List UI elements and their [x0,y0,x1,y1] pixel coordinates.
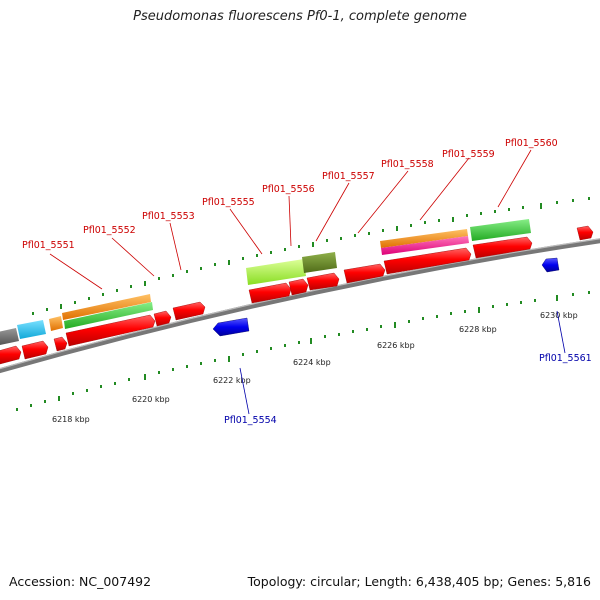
accession-text: Accession: NC_007492 [9,574,152,589]
feature-gray[interactable] [0,328,19,345]
scale-label-6224: 6224 kbp [293,358,331,367]
feature-lime[interactable] [246,259,306,285]
gene-label-pfl01-5554[interactable]: Pfl01_5554 [224,415,277,426]
gene-label-pfl01-5560[interactable]: Pfl01_5560 [505,138,558,149]
cds-arrow[interactable] [576,225,594,241]
cds-arrow[interactable] [153,310,172,327]
reverse-cds-track [212,257,560,337]
upper-tick-row [32,197,590,315]
cds-arrow[interactable] [288,278,309,296]
feature-magenta[interactable] [381,236,469,255]
cds-arrow[interactable] [472,236,533,259]
genome-title: Pseudomonas fluorescens Pf0-1, complete … [133,9,467,24]
feature-orange-2[interactable] [380,229,468,248]
gene-label-pfl01-5561[interactable]: Pfl01_5561 [539,353,592,364]
scale-label-6226: 6226 kbp [377,341,415,350]
gene-label-pfl01-5553[interactable]: Pfl01_5553 [142,211,195,222]
genome-backbone [0,238,600,374]
topology-text: Topology: circular; Length: 6,438,405 bp… [247,574,591,589]
scale-labels: 6218 kbp 6220 kbp 6222 kbp 6224 kbp 6226… [52,311,578,424]
feature-olive[interactable] [302,252,337,273]
reverse-gene-labels: Pfl01_5554 Pfl01_5561 [224,353,592,426]
cds-arrow[interactable] [21,340,49,360]
feature-orange-1[interactable] [62,294,151,320]
feature-cyan[interactable] [17,320,46,339]
cds-arrow[interactable] [172,301,206,321]
feature-green-2[interactable] [470,219,531,241]
forward-cds-track [0,225,594,365]
reverse-cds-arrow[interactable] [541,257,560,273]
cds-arrow[interactable] [53,336,68,352]
scale-label-6228: 6228 kbp [459,325,497,334]
feature-green-1[interactable] [64,302,153,329]
gene-label-pfl01-5556[interactable]: Pfl01_5556 [262,184,315,195]
gene-label-pfl01-5551[interactable]: Pfl01_5551 [22,240,75,251]
gene-label-pfl01-5557[interactable]: Pfl01_5557 [322,171,375,182]
gene-label-pfl01-5555[interactable]: Pfl01_5555 [202,197,255,208]
cds-arrow[interactable] [248,282,292,304]
cds-arrow[interactable] [383,247,472,275]
scale-label-6230: 6230 kbp [540,311,578,320]
cds-arrow[interactable] [65,314,156,347]
forward-gene-labels: Pfl01_5551 Pfl01_5552 Pfl01_5553 Pfl01_5… [22,138,558,251]
forward-leader-lines [49,149,532,290]
cds-arrow[interactable] [306,272,340,291]
gene-label-pfl01-5558[interactable]: Pfl01_5558 [381,159,434,170]
reverse-cds-arrow[interactable] [212,317,250,337]
scale-label-6222: 6222 kbp [213,376,251,385]
scale-label-6218: 6218 kbp [52,415,90,424]
gene-label-pfl01-5552[interactable]: Pfl01_5552 [83,225,136,236]
cds-arrow[interactable] [0,345,22,365]
cds-arrow[interactable] [343,263,386,284]
genome-backbone-highlight [0,238,600,370]
gene-label-pfl01-5559[interactable]: Pfl01_5559 [442,149,495,160]
feature-tracks [0,219,531,345]
reverse-leader-lines [239,310,566,415]
feature-orange-small[interactable] [49,316,63,331]
lower-tick-row [16,291,590,411]
scale-label-6220: 6220 kbp [132,395,170,404]
